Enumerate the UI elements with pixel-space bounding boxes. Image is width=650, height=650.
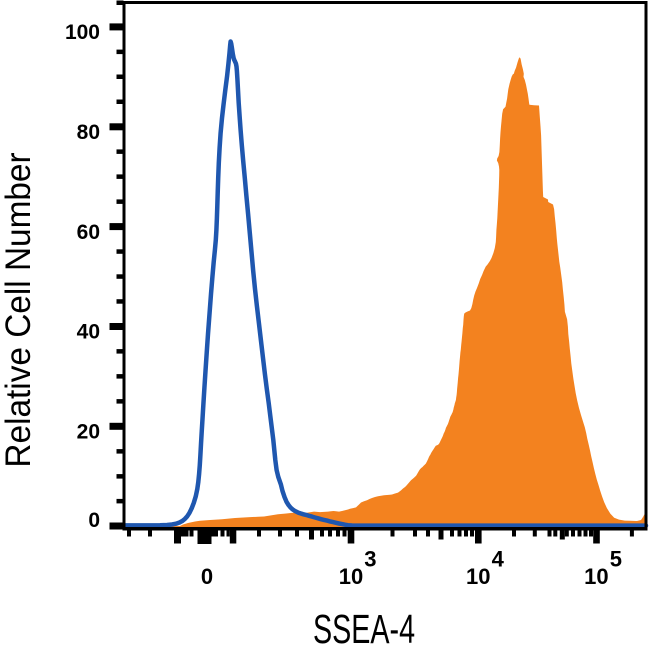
svg-text:10: 10 — [466, 564, 490, 589]
svg-text:3: 3 — [364, 547, 376, 572]
svg-text:4: 4 — [492, 547, 505, 572]
svg-text:40: 40 — [77, 321, 100, 344]
svg-text:0: 0 — [201, 564, 213, 589]
svg-text:20: 20 — [77, 421, 100, 444]
svg-text:80: 80 — [77, 121, 100, 144]
svg-text:10: 10 — [584, 564, 608, 589]
svg-text:100: 100 — [65, 21, 100, 44]
svg-text:5: 5 — [610, 547, 622, 572]
svg-text:0: 0 — [88, 509, 100, 532]
svg-text:SSEA-4: SSEA-4 — [313, 607, 415, 650]
svg-text:Relative Cell Number: Relative Cell Number — [0, 152, 38, 467]
svg-text:60: 60 — [77, 221, 100, 244]
svg-text:10: 10 — [339, 564, 363, 589]
